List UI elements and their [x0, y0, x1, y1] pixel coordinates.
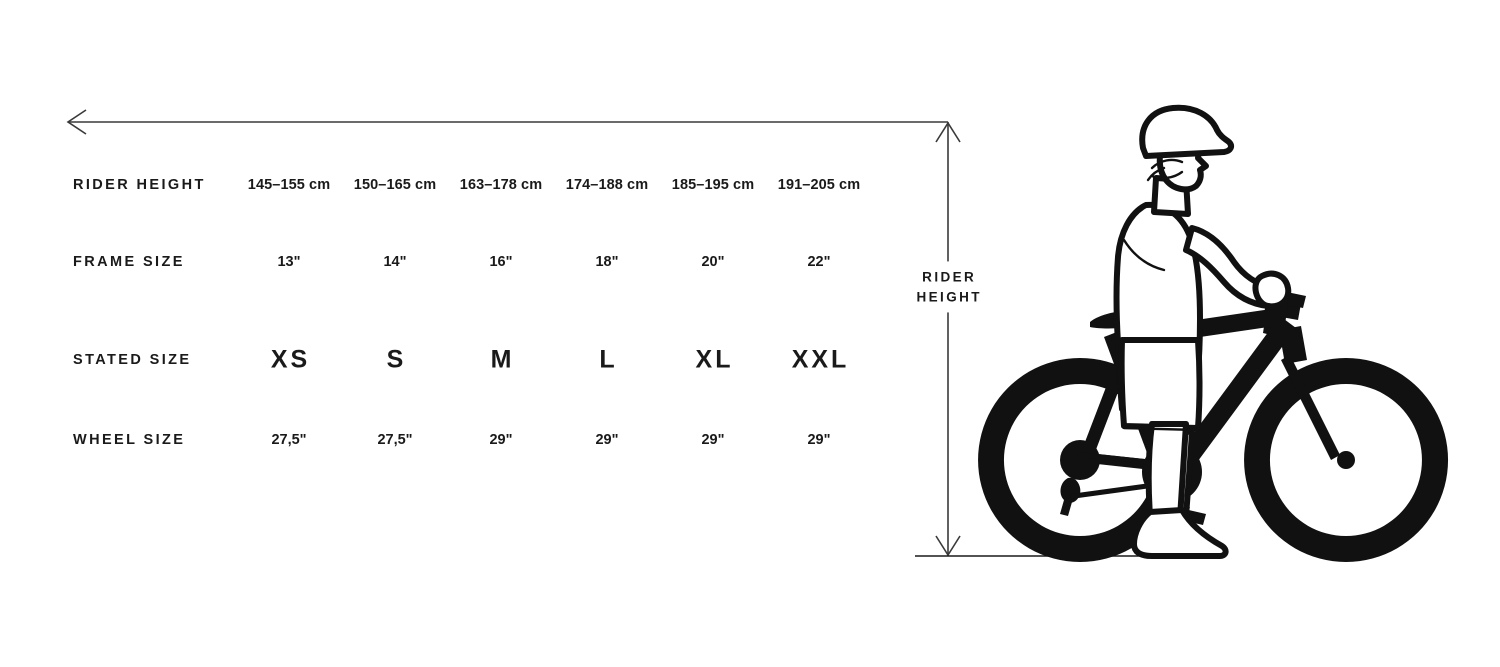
top-reference-arrowhead-left	[66, 109, 87, 135]
cell-wheel-size-xs: 27,5"	[271, 432, 307, 448]
cell-rider-height-m: 163–178 cm	[459, 177, 543, 193]
cell-frame-size-s: 14"	[383, 254, 407, 270]
cell-stated-size-s: S	[386, 345, 407, 374]
cell-frame-size-xxl: 22"	[807, 254, 831, 270]
cell-frame-size-xl: 20"	[701, 254, 725, 270]
cell-stated-size-xl: XL	[695, 345, 734, 374]
rider-height-label-line2: HEIGHT	[916, 289, 982, 304]
sizing-table: RIDER HEIGHT FRAME SIZE STATED SIZE WHEE…	[73, 177, 861, 448]
cell-rider-height-xs: 145–155 cm	[247, 177, 331, 193]
row-label-stated-size: STATED SIZE	[73, 352, 192, 368]
cell-rider-height-xxl: 191–205 cm	[777, 177, 861, 193]
cell-rider-height-s: 150–165 cm	[353, 177, 437, 193]
rider-height-arrowhead-top	[935, 121, 961, 143]
cell-rider-height-xl: 185–195 cm	[671, 177, 755, 193]
cell-stated-size-m: M	[490, 345, 515, 374]
cell-stated-size-xxl: XXL	[791, 345, 850, 374]
cell-wheel-size-xl: 29"	[701, 432, 725, 448]
cell-wheel-size-l: 29"	[595, 432, 619, 448]
rider-height-label-line1: RIDER	[922, 269, 977, 285]
rider-height-arrowhead-bottom	[935, 535, 961, 557]
cell-stated-size-l: L	[599, 345, 618, 374]
rider-height-dimension-label: RIDER HEIGHT	[905, 261, 991, 313]
cell-rider-height-l: 174–188 cm	[565, 177, 649, 193]
cell-frame-size-l: 18"	[595, 254, 619, 270]
row-label-frame-size: FRAME SIZE	[73, 254, 185, 270]
cell-frame-size-m: 16"	[489, 254, 513, 270]
cell-wheel-size-m: 29"	[489, 432, 513, 448]
cell-stated-size-xs: XS	[270, 345, 311, 374]
cell-wheel-size-s: 27,5"	[377, 432, 413, 448]
cell-frame-size-xs: 13"	[277, 254, 301, 270]
row-label-wheel-size: WHEEL SIZE	[73, 432, 186, 448]
cell-wheel-size-xxl: 29"	[807, 432, 831, 448]
row-label-rider-height: RIDER HEIGHT	[73, 177, 206, 193]
